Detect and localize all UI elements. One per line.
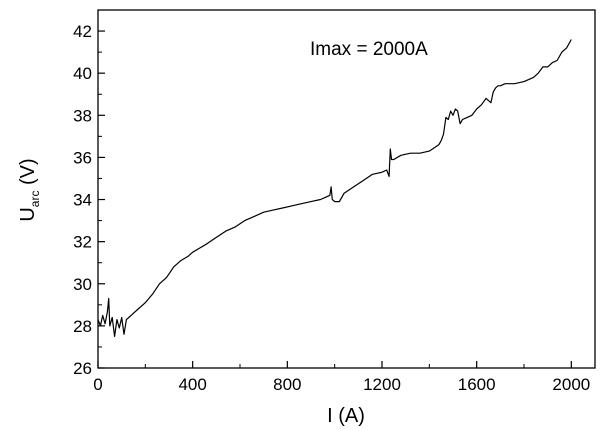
y-tick-label: 38 — [73, 106, 92, 125]
y-axis-tick-labels: 26 28 30 32 34 36 38 40 42 — [73, 22, 92, 378]
x-tick-label: 800 — [273, 375, 301, 394]
y-tick-label: 34 — [73, 191, 92, 210]
y-tick-label: 26 — [73, 359, 92, 378]
y-tick-label: 42 — [73, 22, 92, 41]
y-tick-label: 36 — [73, 148, 92, 167]
y-axis-title-unit: (V) — [17, 158, 39, 190]
x-tick-label: 1200 — [363, 375, 401, 394]
x-tick-label: 1600 — [458, 375, 496, 394]
x-tick-label: 2000 — [552, 375, 590, 394]
plot-frame — [97, 9, 596, 369]
x-tick-label: 400 — [178, 375, 206, 394]
y-axis-title-main: U — [17, 207, 39, 221]
annotation-imax: Imax = 2000A — [310, 39, 428, 60]
y-axis-ticks — [98, 30, 105, 369]
y-tick-label: 30 — [73, 275, 92, 294]
x-tick-label: 0 — [93, 375, 102, 394]
x-axis-ticks — [97, 361, 572, 368]
y-tick-label: 32 — [73, 233, 92, 252]
y-tick-label: 28 — [73, 317, 92, 336]
x-axis-title: I (A) — [327, 405, 365, 427]
y-axis-title: Uarc (V) — [17, 158, 42, 221]
x-axis-tick-labels: 0 400 800 1200 1600 2000 — [93, 375, 590, 394]
y-axis-title-subscript: arc — [28, 191, 42, 208]
series-line — [97, 39, 572, 337]
y-tick-label: 40 — [73, 64, 92, 83]
